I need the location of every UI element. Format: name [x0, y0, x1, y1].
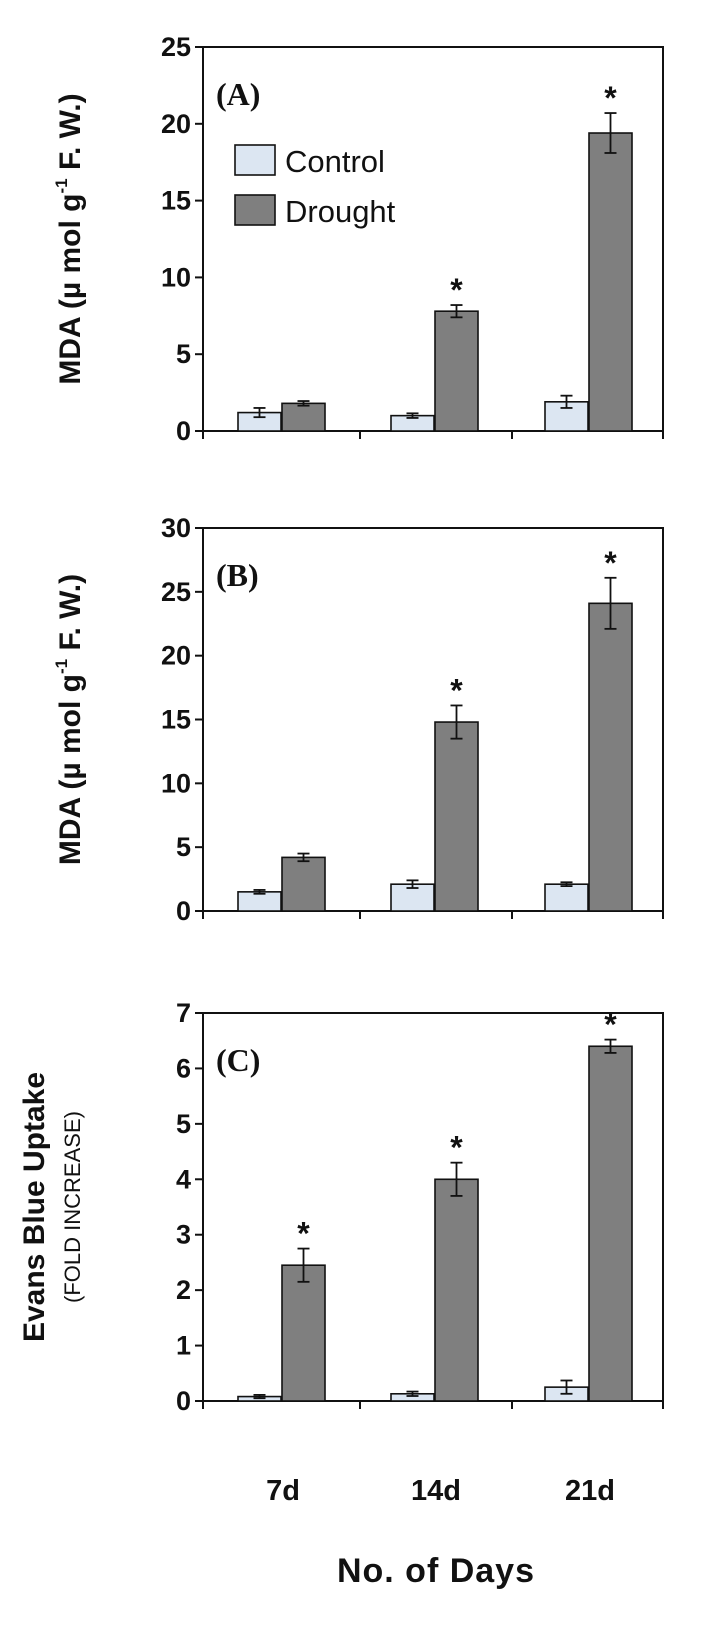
drought-bar: [588, 1045, 633, 1402]
drought-bar: [434, 310, 479, 432]
x-tick-label: 7d: [266, 1475, 300, 1507]
significance-marker: *: [450, 1130, 463, 1166]
significance-marker: *: [450, 672, 463, 708]
drought-bar: [281, 856, 326, 912]
drought-bar: [588, 132, 633, 432]
x-tick-label: 14d: [411, 1475, 461, 1507]
y-tick-label: 0: [176, 416, 191, 446]
y-tick-label: 25: [161, 577, 191, 607]
y-tick-label: 15: [161, 186, 191, 216]
drought-bar: [434, 1178, 479, 1402]
y-tick-label: 6: [176, 1053, 191, 1083]
legend-swatch-drought: [234, 194, 276, 226]
legend-label-drought: Drought: [285, 194, 396, 229]
significance-marker: *: [297, 1216, 310, 1252]
panel-label: (C): [216, 1042, 260, 1078]
y-tick-label: 5: [176, 832, 191, 862]
y-axis-title: Evans Blue Uptake: [18, 1072, 51, 1342]
control-bar: [544, 883, 589, 912]
x-tick-label: 21d: [565, 1475, 615, 1507]
y-axis-title-superscript: -1: [52, 659, 71, 674]
y-tick-label: 20: [161, 109, 191, 139]
y-tick-label: 10: [161, 768, 191, 798]
y-tick-label: 3: [176, 1220, 191, 1250]
chart-panel-b: 0 5 10 15 20 25 30 (B) MDA (µ mol g-1 F. W.) * *: [52, 513, 664, 926]
y-tick-label: 25: [161, 32, 191, 62]
panel-label: (B): [216, 557, 259, 593]
y-tick-label: 1: [176, 1331, 191, 1361]
drought-bar: [588, 602, 633, 912]
x-axis-title: No. of Days: [337, 1552, 535, 1590]
drought-bar: [281, 402, 326, 432]
y-tick-label: 10: [161, 262, 191, 292]
control-bar: [237, 891, 282, 912]
y-tick-label: 5: [176, 339, 191, 369]
y-tick-label: 7: [176, 998, 191, 1028]
y-tick-label: 30: [161, 513, 191, 543]
chart-panel-a: 0 5 10 15 20 25 (A) MDA (µ mol g-1 F. W.) * * Cont…: [52, 32, 664, 446]
y-axis-title-unit: F. W.): [54, 574, 87, 659]
y-axis-title-unit: F. W.): [54, 93, 87, 178]
y-tick-label: 20: [161, 641, 191, 671]
significance-marker: *: [604, 80, 617, 116]
y-axis-subtitle: (FOLD INCREASE): [60, 1111, 85, 1303]
y-tick-label: 2: [176, 1275, 191, 1305]
y-tick-label: 5: [176, 1109, 191, 1139]
significance-marker: *: [604, 1007, 617, 1043]
legend-swatch-control: [234, 144, 276, 176]
y-tick-label: 0: [176, 896, 191, 926]
significance-marker: *: [604, 545, 617, 581]
drought-bar: [281, 1264, 326, 1402]
y-tick-label: 4: [176, 1164, 191, 1194]
y-axis-title-superscript: -1: [52, 178, 71, 193]
chart-panel-c: 0 1 2 3 4 5 6 7 (C) Evans Blue Uptake (FOLD INCREA…: [18, 998, 664, 1416]
y-axis-title: MDA (µ mol g-1 F. W.): [52, 93, 87, 384]
y-axis-title-main: MDA (µ mol g: [54, 193, 87, 384]
y-tick-label: 0: [176, 1386, 191, 1416]
significance-marker: *: [450, 272, 463, 308]
panel-label: (A): [216, 76, 260, 112]
drought-bar: [434, 721, 479, 912]
y-axis-title-main: MDA (µ mol g: [54, 674, 87, 865]
legend-label-control: Control: [285, 144, 385, 179]
y-tick-label: 15: [161, 705, 191, 735]
y-axis-title: MDA (µ mol g-1 F. W.): [52, 574, 87, 865]
